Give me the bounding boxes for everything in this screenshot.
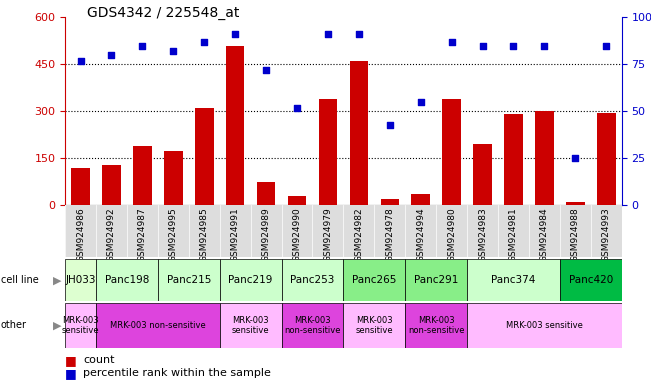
Point xyxy=(292,104,302,111)
Text: Panc215: Panc215 xyxy=(167,275,211,285)
Bar xyxy=(343,259,405,301)
Text: MRK-003
sensitive: MRK-003 sensitive xyxy=(62,316,100,335)
Bar xyxy=(350,61,368,205)
Text: GSM924993: GSM924993 xyxy=(602,207,611,262)
Bar xyxy=(504,114,523,205)
Bar xyxy=(158,259,219,301)
Text: count: count xyxy=(83,355,115,365)
Bar xyxy=(195,108,214,205)
Bar xyxy=(467,303,622,348)
Text: MRK-003
sensitive: MRK-003 sensitive xyxy=(355,316,393,335)
Bar xyxy=(72,168,90,205)
Text: GSM924992: GSM924992 xyxy=(107,207,116,262)
Text: other: other xyxy=(1,320,27,331)
Bar xyxy=(442,99,461,205)
Point xyxy=(570,156,581,162)
Text: MRK-003 sensitive: MRK-003 sensitive xyxy=(506,321,583,330)
Text: ■: ■ xyxy=(65,354,77,367)
Bar xyxy=(65,259,96,301)
Text: ▶: ▶ xyxy=(53,320,62,331)
Text: Panc253: Panc253 xyxy=(290,275,335,285)
Text: Panc265: Panc265 xyxy=(352,275,396,285)
Bar xyxy=(219,259,281,301)
Bar xyxy=(560,259,622,301)
Point xyxy=(199,39,210,45)
Point xyxy=(447,39,457,45)
Bar xyxy=(566,202,585,205)
Bar xyxy=(281,259,343,301)
Bar xyxy=(343,303,405,348)
Bar xyxy=(256,182,275,205)
Text: Panc198: Panc198 xyxy=(105,275,149,285)
Point xyxy=(261,67,271,73)
Text: MRK-003
non-sensitive: MRK-003 non-sensitive xyxy=(408,316,464,335)
Bar xyxy=(405,303,467,348)
Text: GSM924978: GSM924978 xyxy=(385,207,395,262)
Text: GSM924983: GSM924983 xyxy=(478,207,487,262)
Point xyxy=(385,121,395,127)
Point xyxy=(539,43,549,49)
Point xyxy=(137,43,148,49)
Bar xyxy=(288,196,306,205)
Text: GSM924990: GSM924990 xyxy=(292,207,301,262)
Bar xyxy=(281,303,343,348)
Text: GDS4342 / 225548_at: GDS4342 / 225548_at xyxy=(87,6,239,20)
Bar xyxy=(133,146,152,205)
Text: Panc374: Panc374 xyxy=(492,275,536,285)
Point xyxy=(601,43,611,49)
Text: ▶: ▶ xyxy=(53,275,62,285)
Text: Panc219: Panc219 xyxy=(229,275,273,285)
Text: JH033: JH033 xyxy=(65,275,96,285)
Text: ■: ■ xyxy=(65,367,77,380)
Bar xyxy=(96,259,158,301)
Bar xyxy=(473,144,492,205)
Bar xyxy=(411,194,430,205)
Point xyxy=(477,43,488,49)
Text: GSM924994: GSM924994 xyxy=(416,207,425,262)
Bar xyxy=(467,259,560,301)
Bar xyxy=(102,165,120,205)
Point xyxy=(168,48,178,54)
Text: GSM924991: GSM924991 xyxy=(230,207,240,262)
Bar xyxy=(597,113,615,205)
Bar xyxy=(65,303,96,348)
Bar xyxy=(318,99,337,205)
Text: GSM924986: GSM924986 xyxy=(76,207,85,262)
Bar xyxy=(380,199,399,205)
Bar xyxy=(164,151,182,205)
Text: GSM924981: GSM924981 xyxy=(509,207,518,262)
Text: GSM924980: GSM924980 xyxy=(447,207,456,262)
Point xyxy=(415,99,426,105)
Text: MRK-003
non-sensitive: MRK-003 non-sensitive xyxy=(284,316,340,335)
Point xyxy=(230,31,240,37)
Bar xyxy=(226,46,244,205)
Bar xyxy=(219,303,281,348)
Point xyxy=(106,52,117,58)
Text: Panc291: Panc291 xyxy=(414,275,458,285)
Text: GSM924979: GSM924979 xyxy=(324,207,333,262)
Point xyxy=(353,31,364,37)
Text: Panc420: Panc420 xyxy=(569,275,613,285)
Text: MRK-003 non-sensitive: MRK-003 non-sensitive xyxy=(110,321,206,330)
Text: GSM924984: GSM924984 xyxy=(540,207,549,262)
Text: GSM924988: GSM924988 xyxy=(571,207,580,262)
Bar xyxy=(96,303,219,348)
Text: percentile rank within the sample: percentile rank within the sample xyxy=(83,368,271,378)
Text: MRK-003
sensitive: MRK-003 sensitive xyxy=(232,316,270,335)
Text: GSM924987: GSM924987 xyxy=(138,207,147,262)
Text: GSM924985: GSM924985 xyxy=(200,207,209,262)
Bar xyxy=(535,111,553,205)
Text: GSM924995: GSM924995 xyxy=(169,207,178,262)
Point xyxy=(323,31,333,37)
Point xyxy=(76,58,86,64)
Text: GSM924989: GSM924989 xyxy=(262,207,271,262)
Text: GSM924982: GSM924982 xyxy=(354,207,363,262)
Text: cell line: cell line xyxy=(1,275,38,285)
Point xyxy=(508,43,519,49)
Bar xyxy=(405,259,467,301)
